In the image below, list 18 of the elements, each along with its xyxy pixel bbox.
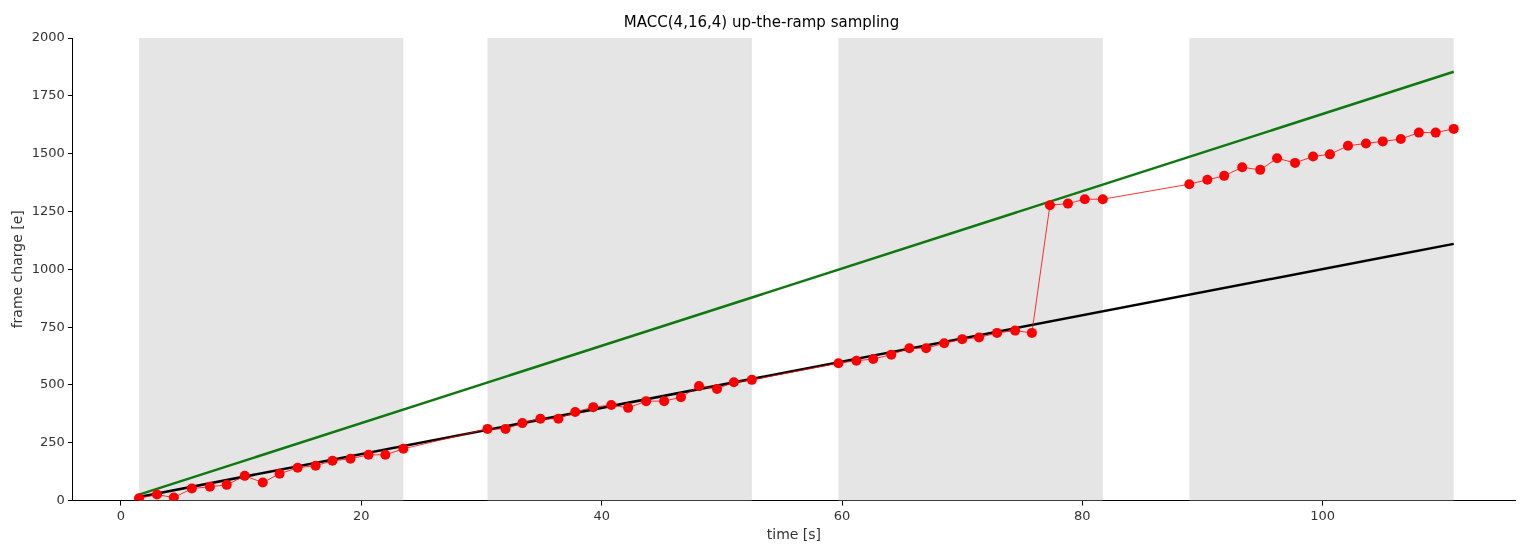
x-tick-label: 0 [116, 507, 126, 523]
x-tick-label: 100 [1310, 507, 1336, 523]
x-tick-label: 80 [1074, 507, 1091, 523]
y-tick-label: 0 [56, 491, 65, 507]
x-tick-label: 40 [593, 507, 610, 523]
y-tick-label: 2000 [31, 29, 65, 45]
y-tick-label: 1000 [31, 260, 65, 276]
chart-title: MACC(4,16,4) up-the-ramp sampling [623, 12, 900, 31]
y-tick-label: 1750 [31, 87, 65, 103]
x-axis-title: time [s] [766, 526, 822, 543]
y-tick-label: 750 [40, 318, 65, 334]
x-tick-label: 60 [833, 507, 851, 523]
y-tick-label: 250 [40, 434, 65, 450]
y-axis-title: frame charge [e] [9, 210, 26, 329]
y-tick-label: 1500 [31, 145, 65, 161]
y-tick-label: 1250 [31, 202, 65, 218]
x-tick-label: 20 [353, 507, 370, 523]
y-tick-label: 500 [40, 376, 65, 392]
